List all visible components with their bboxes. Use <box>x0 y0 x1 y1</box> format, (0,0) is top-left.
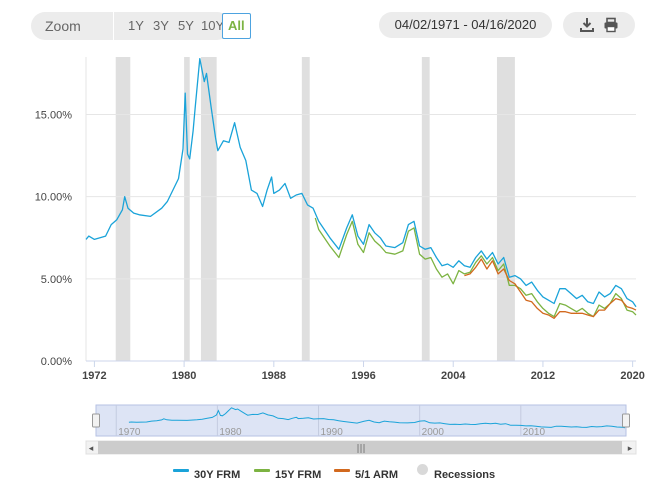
x-tick-label: 2020 <box>620 370 644 382</box>
legend-swatch-recessions <box>417 464 428 475</box>
scrollbar-left-arrow: ◂ <box>89 444 94 454</box>
recession-band <box>184 57 190 361</box>
zoom-divider <box>113 12 114 40</box>
legend-swatch-15y-frm <box>254 469 270 472</box>
scrollbar-right-arrow: ▸ <box>628 444 633 454</box>
recession-band <box>496 57 515 361</box>
chart-legend: 30Y FRM 15Y FRM 5/1 ARM Recessions <box>0 462 661 486</box>
legend-label-30y-frm: 30Y FRM <box>194 469 241 481</box>
recession-band <box>301 57 310 361</box>
navigator-tick-label: 1980 <box>219 427 242 438</box>
y-tick-label: 10.00% <box>35 192 73 204</box>
navigator-series-line <box>128 407 626 429</box>
scrollbar-thumb <box>98 441 622 454</box>
zoom-selector: Zoom 1Y 3Y 5Y 10Y All <box>31 12 251 40</box>
zoom-label: Zoom <box>45 18 81 34</box>
export-tools <box>563 12 635 38</box>
zoom-button-5y[interactable]: 5Y <box>178 18 194 33</box>
download-icon[interactable] <box>579 17 595 33</box>
recession-band <box>421 57 430 361</box>
x-tick-label: 1988 <box>262 370 286 382</box>
legend-label-5-1-arm: 5/1 ARM <box>355 469 398 481</box>
zoom-button-1y[interactable]: 1Y <box>128 18 144 33</box>
print-icon[interactable] <box>603 17 619 33</box>
chart-toolbar: Zoom 1Y 3Y 5Y 10Y All 04/02/1971 - 04/16… <box>0 0 661 50</box>
date-range-display[interactable]: 04/02/1971 - 04/16/2020 <box>379 12 552 38</box>
scrollbar-grip: ||| <box>356 444 365 454</box>
legend-swatch-30y-frm <box>173 469 189 472</box>
y-tick-label: 15.00% <box>35 110 73 122</box>
x-tick-label: 1980 <box>172 370 196 382</box>
zoom-button-3y[interactable]: 3Y <box>153 18 169 33</box>
series-line-5-1-arm <box>464 258 637 319</box>
y-tick-label: 0.00% <box>41 356 72 368</box>
zoom-button-10y[interactable]: 10Y <box>201 18 225 33</box>
series-line-15y-frm <box>314 217 637 318</box>
navigator-tick-label: 2010 <box>523 427 546 438</box>
recession-band <box>200 57 217 361</box>
navigator-tick-label: 1970 <box>118 427 141 438</box>
navigator-tick-label: 1990 <box>321 427 344 438</box>
legend-label-15y-frm: 15Y FRM <box>275 469 322 481</box>
zoom-button-all[interactable]: All <box>222 13 251 39</box>
legend-swatch-5-1-arm <box>334 469 350 472</box>
y-tick-label: 5.00% <box>41 274 72 286</box>
series-line-30y-frm <box>85 57 637 308</box>
navigator-right-handle <box>622 413 630 428</box>
navigator-tick-label: 2000 <box>422 427 445 438</box>
x-tick-label: 1972 <box>82 370 106 382</box>
x-tick-label: 1996 <box>351 370 375 382</box>
x-tick-label: 2004 <box>441 370 466 382</box>
navigator-left-handle <box>92 413 100 428</box>
legend-label-recessions: Recessions <box>434 469 496 481</box>
mortgage-rate-chart: 0.00% 5.00% 10.00% 15.00% 1972 1980 1988 1996 20… <box>35 57 645 455</box>
x-tick-label: 2012 <box>531 370 555 382</box>
